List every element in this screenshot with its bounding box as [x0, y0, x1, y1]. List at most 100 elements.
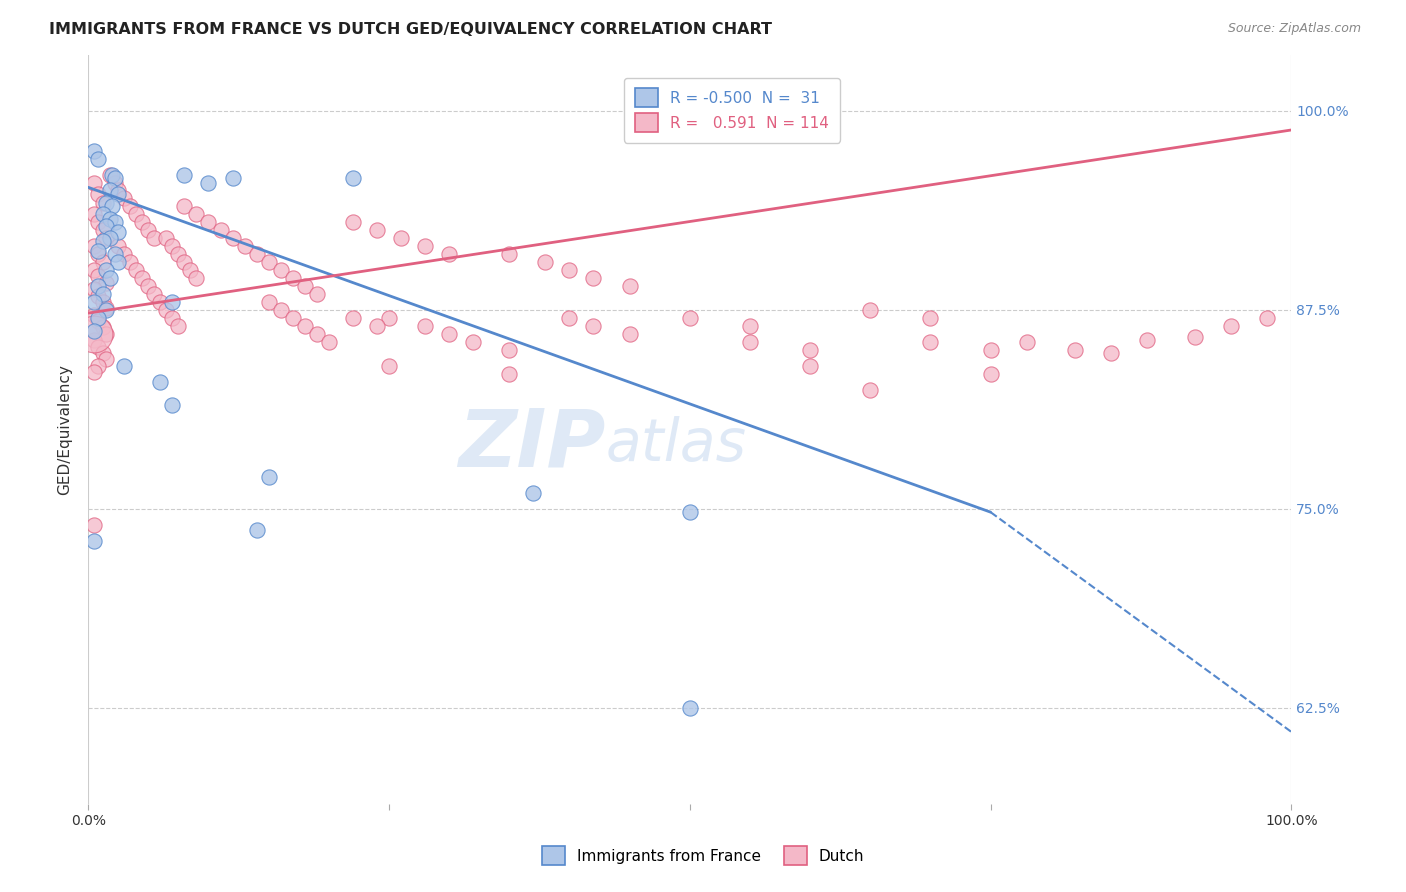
Point: [101, 199, 124, 213]
Point: [96, 326, 118, 341]
Point: [96, 219, 118, 233]
Point: [498, 367, 520, 381]
Point: [294, 318, 316, 333]
Point: [131, 215, 153, 229]
Point: [1220, 318, 1243, 333]
Point: [167, 247, 190, 261]
Point: [96, 302, 118, 317]
Point: [162, 239, 184, 253]
Y-axis label: GED/Equivalency: GED/Equivalency: [58, 364, 72, 495]
Point: [104, 170, 127, 185]
Point: [233, 239, 256, 253]
Point: [91, 295, 114, 310]
Point: [83, 295, 105, 310]
Point: [305, 287, 328, 301]
Point: [1136, 333, 1159, 347]
Point: [83, 333, 105, 347]
Text: Source: ZipAtlas.com: Source: ZipAtlas.com: [1227, 22, 1361, 36]
Point: [209, 223, 232, 237]
Point: [87, 359, 110, 373]
Point: [112, 191, 135, 205]
Point: [98, 168, 121, 182]
Point: [221, 170, 243, 185]
Point: [107, 186, 129, 201]
Legend: Immigrants from France, Dutch: Immigrants from France, Dutch: [536, 840, 870, 871]
Point: [98, 231, 121, 245]
Point: [83, 517, 105, 532]
Point: [83, 144, 105, 158]
Point: [558, 310, 581, 325]
Point: [98, 184, 121, 198]
Point: [83, 365, 105, 379]
Point: [83, 176, 105, 190]
Point: [91, 346, 114, 360]
Point: [162, 310, 184, 325]
Point: [197, 215, 219, 229]
Point: [378, 359, 401, 373]
Point: [318, 334, 340, 349]
Point: [87, 244, 110, 258]
Point: [136, 279, 159, 293]
Point: [413, 318, 436, 333]
Point: [83, 239, 105, 253]
Point: [558, 263, 581, 277]
Point: [342, 215, 364, 229]
Point: [257, 470, 280, 484]
Text: IMMIGRANTS FROM FRANCE VS DUTCH GED/EQUIVALENCY CORRELATION CHART: IMMIGRANTS FROM FRANCE VS DUTCH GED/EQUI…: [49, 22, 772, 37]
Point: [87, 314, 110, 328]
Point: [83, 533, 105, 548]
Point: [83, 282, 105, 296]
Point: [101, 168, 124, 182]
Point: [1015, 334, 1038, 349]
Point: [679, 310, 702, 325]
Point: [534, 255, 557, 269]
Point: [136, 223, 159, 237]
Point: [738, 318, 761, 333]
Point: [162, 399, 184, 413]
Point: [257, 295, 280, 310]
Point: [112, 247, 135, 261]
Point: [173, 168, 195, 182]
Text: atlas: atlas: [606, 416, 747, 473]
Point: [87, 152, 110, 166]
Point: [378, 310, 401, 325]
Point: [619, 279, 641, 293]
Point: [463, 334, 485, 349]
Point: [96, 301, 118, 316]
Point: [186, 207, 208, 221]
Point: [366, 223, 388, 237]
Point: [83, 207, 105, 221]
Point: [96, 263, 118, 277]
Point: [120, 255, 142, 269]
Point: [173, 255, 195, 269]
Point: [799, 359, 821, 373]
Point: [1099, 346, 1122, 360]
Point: [679, 505, 702, 519]
Point: [281, 271, 304, 285]
Point: [980, 367, 1002, 381]
Point: [91, 196, 114, 211]
Point: [197, 176, 219, 190]
Point: [83, 324, 105, 338]
Point: [270, 263, 292, 277]
Point: [104, 215, 127, 229]
Point: [281, 310, 304, 325]
Point: [96, 276, 118, 290]
Point: [120, 199, 142, 213]
Point: [107, 239, 129, 253]
Point: [149, 295, 172, 310]
Point: [738, 334, 761, 349]
Point: [83, 263, 105, 277]
Point: [173, 199, 195, 213]
Point: [98, 271, 121, 285]
Point: [155, 231, 177, 245]
Point: [246, 247, 269, 261]
Point: [91, 320, 114, 334]
Point: [522, 486, 544, 500]
Point: [91, 207, 114, 221]
Point: [91, 255, 114, 269]
Point: [221, 231, 243, 245]
Point: [125, 207, 148, 221]
Point: [920, 310, 942, 325]
Point: [270, 302, 292, 317]
